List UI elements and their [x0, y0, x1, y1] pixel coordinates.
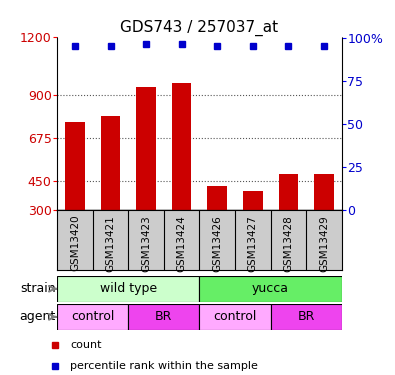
Text: BR: BR [297, 310, 315, 323]
Text: GSM13420: GSM13420 [70, 215, 80, 272]
Bar [278, 174, 298, 210]
Bar [57, 276, 199, 302]
Text: BR: BR [155, 310, 173, 323]
Text: GSM13421: GSM13421 [105, 215, 116, 272]
Text: agent: agent [19, 310, 55, 323]
Text: GSM13426: GSM13426 [212, 215, 222, 272]
Bar [101, 116, 120, 210]
Text: wild type: wild type [100, 282, 157, 295]
Text: control: control [71, 310, 115, 323]
Bar [65, 122, 85, 210]
Bar [136, 87, 156, 210]
Text: GSM13423: GSM13423 [141, 215, 151, 272]
Bar [57, 304, 128, 330]
Text: GSM13428: GSM13428 [283, 215, 293, 272]
Bar [207, 186, 227, 210]
Text: control: control [213, 310, 257, 323]
Bar [243, 191, 263, 210]
Bar [271, 304, 342, 330]
Text: GSM13427: GSM13427 [248, 215, 258, 272]
Text: GSM13424: GSM13424 [177, 215, 187, 272]
Bar [314, 174, 334, 210]
Text: GSM13429: GSM13429 [319, 215, 329, 272]
Text: yucca: yucca [252, 282, 289, 295]
Text: count: count [70, 340, 102, 350]
Bar [199, 276, 342, 302]
Text: percentile rank within the sample: percentile rank within the sample [70, 361, 258, 371]
Bar [199, 304, 271, 330]
Title: GDS743 / 257037_at: GDS743 / 257037_at [120, 20, 278, 36]
Text: strain: strain [20, 282, 55, 295]
Bar [128, 304, 199, 330]
Bar [172, 84, 192, 210]
